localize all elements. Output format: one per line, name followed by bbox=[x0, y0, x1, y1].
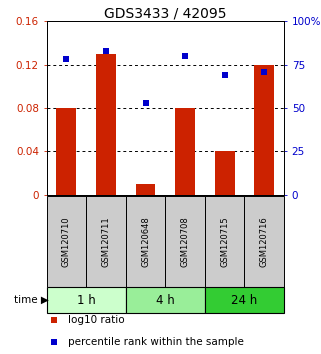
Point bbox=[262, 69, 267, 74]
Point bbox=[51, 317, 56, 323]
Bar bbox=[47, 196, 86, 287]
Title: GDS3433 / 42095: GDS3433 / 42095 bbox=[104, 6, 227, 20]
Text: percentile rank within the sample: percentile rank within the sample bbox=[68, 337, 244, 347]
Text: time ▶: time ▶ bbox=[14, 295, 48, 305]
Text: GSM120715: GSM120715 bbox=[220, 216, 229, 267]
Bar bbox=[215, 152, 235, 195]
Bar bbox=[86, 196, 126, 287]
Text: GSM120710: GSM120710 bbox=[62, 216, 71, 267]
Bar bbox=[175, 108, 195, 195]
Point bbox=[64, 57, 69, 62]
Text: 1 h: 1 h bbox=[77, 293, 96, 307]
Text: 4 h: 4 h bbox=[156, 293, 175, 307]
Bar bbox=[96, 54, 116, 195]
Point bbox=[222, 72, 227, 78]
Text: log10 ratio: log10 ratio bbox=[68, 315, 125, 325]
Text: GSM120648: GSM120648 bbox=[141, 216, 150, 267]
Bar bbox=[165, 196, 205, 287]
Text: GSM120711: GSM120711 bbox=[101, 216, 110, 267]
Bar bbox=[126, 287, 205, 313]
Text: GSM120716: GSM120716 bbox=[260, 216, 269, 267]
Text: GSM120708: GSM120708 bbox=[181, 216, 190, 267]
Bar bbox=[205, 196, 245, 287]
Text: 24 h: 24 h bbox=[231, 293, 258, 307]
Bar bbox=[254, 65, 274, 195]
Bar bbox=[245, 196, 284, 287]
Point bbox=[51, 339, 56, 345]
Bar bbox=[56, 108, 76, 195]
Bar bbox=[135, 184, 155, 195]
Bar bbox=[205, 287, 284, 313]
Point bbox=[183, 53, 188, 59]
Bar bbox=[126, 196, 165, 287]
Point bbox=[103, 48, 108, 53]
Bar bbox=[47, 287, 126, 313]
Point bbox=[143, 100, 148, 105]
